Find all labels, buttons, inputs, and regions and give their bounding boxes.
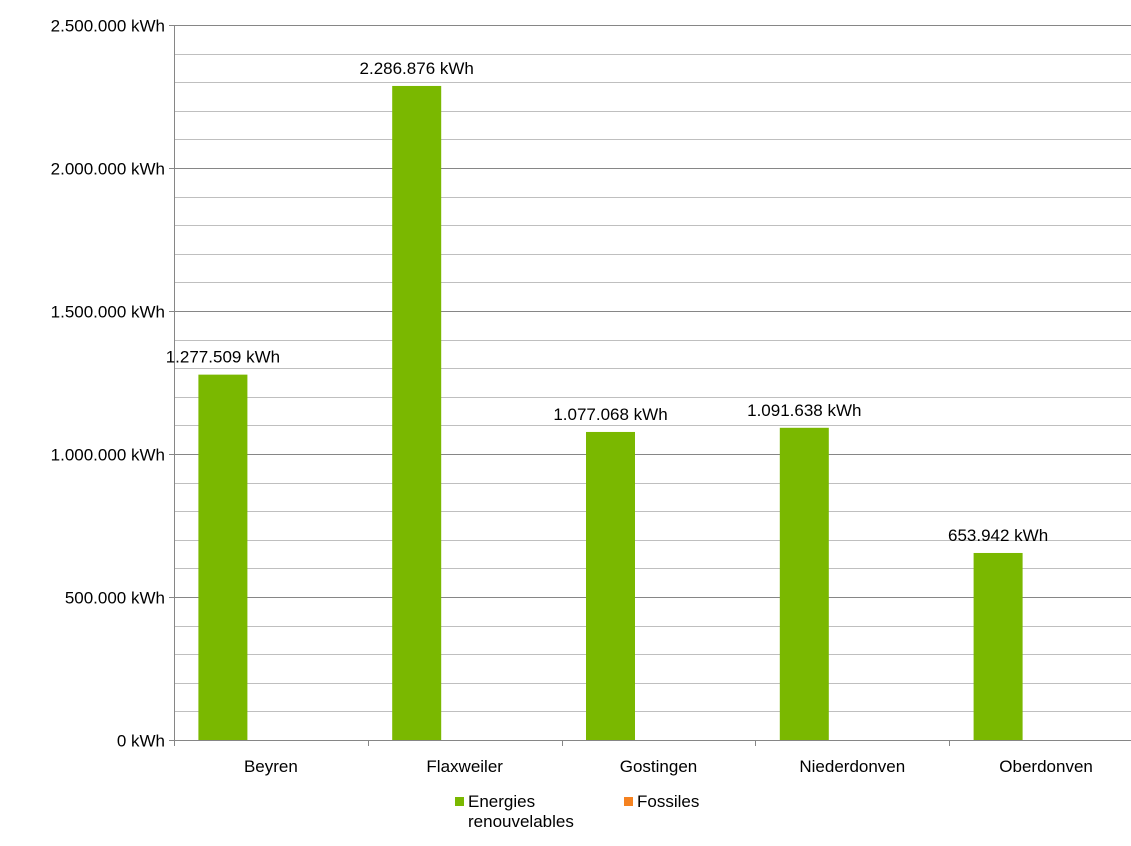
bar bbox=[973, 552, 1023, 740]
x-tick-label: Niederdonven bbox=[799, 757, 905, 776]
bars bbox=[198, 85, 1023, 740]
y-tick-label: 1.500.000 kWh bbox=[51, 303, 165, 322]
legend-swatch-renewables bbox=[455, 797, 464, 806]
bar bbox=[586, 431, 635, 740]
data-label: 1.091.638 kWh bbox=[747, 401, 861, 420]
data-labels: 1.277.509 kWh 2.286.876 kWh 1.077.068 kWh 1… bbox=[166, 59, 1048, 545]
legend-item-renewables: Energies renouvelables bbox=[455, 792, 598, 832]
data-label: 653.942 kWh bbox=[948, 526, 1048, 545]
x-tick-label: Oberdonven bbox=[999, 757, 1093, 776]
y-tick-label: 1.000.000 kWh bbox=[51, 446, 165, 465]
x-tick-label: Flaxweiler bbox=[426, 757, 503, 776]
bar-chart: 0 kWh 500.000 kWh 1.000.000 kWh 1.500.000 k… bbox=[51, 17, 1131, 776]
bar bbox=[198, 374, 248, 740]
legend-item-fossils: Fossiles bbox=[624, 792, 699, 832]
x-tick-label: Gostingen bbox=[620, 757, 698, 776]
legend: Energies renouvelables Fossiles bbox=[455, 792, 699, 832]
bar bbox=[392, 85, 442, 740]
axes: 0 kWh 500.000 kWh 1.000.000 kWh 1.500.000 k… bbox=[51, 17, 1131, 776]
gridlines bbox=[174, 25, 1131, 712]
data-label: 2.286.876 kWh bbox=[360, 59, 474, 78]
legend-swatch-fossils bbox=[624, 797, 633, 806]
y-tick-label: 500.000 kWh bbox=[65, 589, 165, 608]
legend-label-renewables: Energies renouvelables bbox=[468, 792, 574, 831]
y-tick-label: 2.500.000 kWh bbox=[51, 17, 165, 36]
y-tick-label: 0 kWh bbox=[117, 732, 165, 751]
legend-label-fossils: Fossiles bbox=[637, 792, 700, 811]
data-label: 1.277.509 kWh bbox=[166, 348, 280, 367]
x-tick-label: Beyren bbox=[244, 757, 298, 776]
data-label: 1.077.068 kWh bbox=[553, 405, 667, 424]
bar bbox=[779, 427, 829, 740]
y-tick-label: 2.000.000 kWh bbox=[51, 160, 165, 179]
